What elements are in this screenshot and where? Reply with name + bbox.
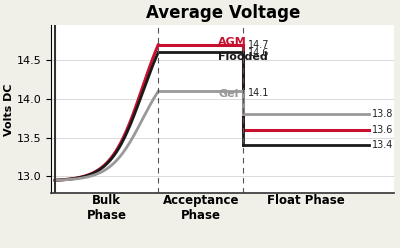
Text: Gel: Gel [218,89,238,99]
Text: AGM: AGM [218,37,247,47]
Text: 13.4: 13.4 [372,140,394,150]
Text: Flooded: Flooded [218,52,268,62]
Text: 14.6: 14.6 [248,48,270,58]
Y-axis label: Volts DC: Volts DC [4,83,14,135]
Title: Average Voltage: Average Voltage [146,4,300,22]
Text: 14.7: 14.7 [248,39,270,50]
Text: 13.6: 13.6 [372,125,394,135]
Text: 14.1: 14.1 [248,88,270,98]
Text: Float Phase: Float Phase [267,194,345,207]
Text: Acceptance
Phase: Acceptance Phase [163,194,239,222]
Text: 13.8: 13.8 [372,109,394,119]
Text: Bulk
Phase: Bulk Phase [86,194,126,222]
